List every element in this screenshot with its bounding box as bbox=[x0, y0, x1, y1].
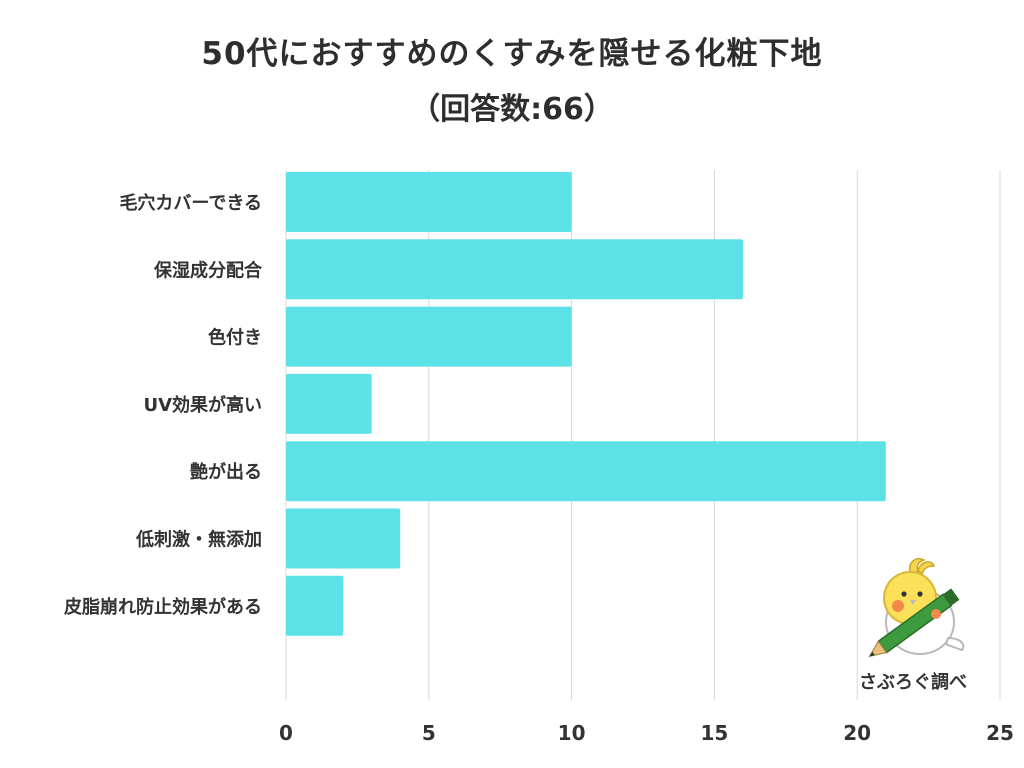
chart-title: 50代におすすめのくすみを隠せる化粧下地 bbox=[201, 36, 823, 72]
category-label-4: 艶が出る bbox=[190, 461, 262, 483]
bird-mascot-icon bbox=[868, 558, 965, 658]
bar-3 bbox=[286, 373, 372, 434]
bar-4 bbox=[286, 441, 886, 502]
bar-2 bbox=[286, 306, 572, 367]
x-tick-label-3: 15 bbox=[700, 721, 728, 745]
bar-0 bbox=[286, 172, 572, 232]
category-label-0: 毛穴カバーできる bbox=[119, 192, 262, 214]
x-tick-label-1: 5 bbox=[422, 721, 436, 745]
bar-5 bbox=[286, 508, 401, 569]
category-label-3: UV効果が高い bbox=[143, 394, 262, 416]
category-label-6: 皮脂崩れ防止効果がある bbox=[64, 596, 262, 618]
category-label-2: 色付き bbox=[208, 327, 262, 349]
category-label-1: 保湿成分配合 bbox=[153, 259, 263, 281]
credit-badge: さぶろぐ調べ bbox=[838, 554, 988, 694]
x-tick-label-0: 0 bbox=[279, 721, 293, 745]
x-tick-labels: 0 5 10 15 20 25 bbox=[279, 721, 1014, 745]
x-tick-label-2: 10 bbox=[558, 721, 586, 745]
x-tick-label-5: 25 bbox=[986, 721, 1014, 745]
bar-1 bbox=[286, 239, 743, 300]
credit-text: さぶろぐ調べ bbox=[859, 672, 967, 693]
bar-6 bbox=[286, 575, 344, 636]
bars bbox=[286, 172, 886, 636]
category-label-5: 低刺激・無添加 bbox=[135, 529, 262, 551]
chart-subtitle: （回答数:66） bbox=[410, 92, 614, 127]
x-tick-label-4: 20 bbox=[843, 721, 871, 745]
